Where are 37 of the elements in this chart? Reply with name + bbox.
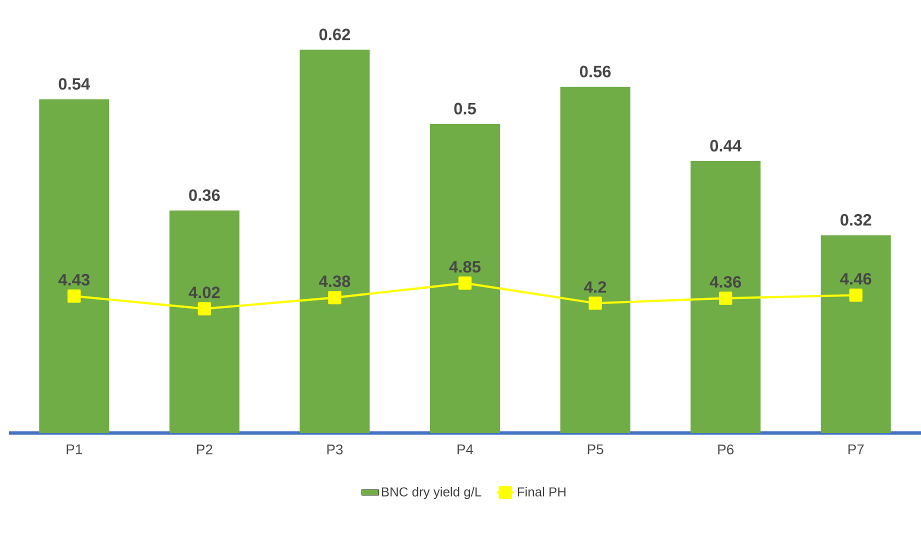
data-label: 0.62 [319,28,350,40]
bar [300,50,370,433]
x-tick-label: P1 [66,444,82,454]
bar [820,235,891,433]
data-label: 0.56 [580,66,611,78]
data-label: 0.36 [189,189,220,201]
point [198,302,212,316]
x-tick-label: P5 [588,444,604,454]
point [458,276,472,290]
legend-label: Final PH [518,486,566,496]
x-tick-label: P6 [718,444,734,454]
x-tick-label: P7 [848,444,864,454]
point [718,292,732,305]
data-label: 4.43 [58,274,90,286]
bar [690,161,761,433]
data-label: 0.44 [710,140,742,152]
data-label: 0.54 [58,78,90,90]
x-tick-label: P4 [458,444,474,454]
data-label: 4.38 [318,275,350,288]
data-label: 0.5 [454,102,476,114]
point [849,288,862,302]
point [68,290,81,303]
bar [560,86,630,433]
data-label: 4.2 [584,281,606,293]
point [588,296,602,310]
x-tick-label: P3 [327,444,343,454]
data-label: 4.02 [188,286,220,298]
bar [430,124,500,433]
bar [169,210,240,433]
data-label: 4.85 [449,260,481,273]
legend-label: BNC dry yield g/L [382,486,482,500]
data-label: 4.46 [840,273,872,285]
point [328,291,342,304]
data-label: 0.32 [840,214,872,226]
x-tick-label: P2 [197,444,212,454]
data-label: 4.36 [710,276,741,288]
bar [39,99,110,433]
